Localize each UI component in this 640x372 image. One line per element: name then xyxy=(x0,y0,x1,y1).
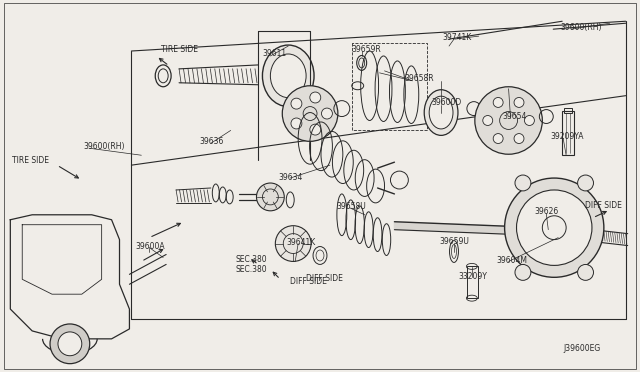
Text: DIFF SIDE: DIFF SIDE xyxy=(585,201,622,210)
Text: 39658R: 39658R xyxy=(404,74,434,83)
Circle shape xyxy=(58,332,82,356)
Text: 39741K: 39741K xyxy=(442,33,471,42)
Text: J39600EG: J39600EG xyxy=(563,344,600,353)
Circle shape xyxy=(514,97,524,108)
Ellipse shape xyxy=(313,247,327,264)
Circle shape xyxy=(291,118,302,129)
Text: DIFF SIDE: DIFF SIDE xyxy=(306,274,343,283)
Ellipse shape xyxy=(356,55,367,70)
Text: 39600A: 39600A xyxy=(136,242,165,251)
Text: TIRE SIDE: TIRE SIDE xyxy=(161,45,198,54)
Text: 39641K: 39641K xyxy=(286,238,316,247)
Text: 39636: 39636 xyxy=(199,137,223,146)
Text: 39600(RH): 39600(RH) xyxy=(560,23,602,32)
Polygon shape xyxy=(394,222,593,238)
Text: 39209YA: 39209YA xyxy=(550,132,584,141)
Circle shape xyxy=(504,178,604,277)
Circle shape xyxy=(515,175,531,191)
Text: SEC.380: SEC.380 xyxy=(236,265,268,274)
Ellipse shape xyxy=(424,90,458,135)
Circle shape xyxy=(50,324,90,364)
Circle shape xyxy=(516,190,592,265)
Text: 39659R: 39659R xyxy=(352,45,381,54)
Ellipse shape xyxy=(156,65,171,87)
Circle shape xyxy=(321,108,332,119)
Circle shape xyxy=(493,134,503,144)
Circle shape xyxy=(310,124,321,135)
Text: SEC.380: SEC.380 xyxy=(236,255,268,264)
Circle shape xyxy=(514,134,524,144)
Bar xyxy=(467,266,478,298)
Text: DIFF SIDE: DIFF SIDE xyxy=(290,277,326,286)
Circle shape xyxy=(578,264,593,280)
Ellipse shape xyxy=(262,45,314,107)
Ellipse shape xyxy=(429,96,453,129)
Circle shape xyxy=(291,98,302,109)
Text: 39626: 39626 xyxy=(534,207,559,216)
Circle shape xyxy=(493,97,503,108)
Text: 39600(RH): 39600(RH) xyxy=(84,142,125,151)
Text: 39654: 39654 xyxy=(502,112,527,121)
Circle shape xyxy=(310,92,321,103)
Ellipse shape xyxy=(270,54,306,98)
Circle shape xyxy=(275,226,311,262)
Circle shape xyxy=(483,116,493,125)
Text: 39634: 39634 xyxy=(278,173,303,182)
Circle shape xyxy=(257,183,284,211)
Circle shape xyxy=(475,87,542,154)
Bar xyxy=(564,108,572,113)
Text: 39658U: 39658U xyxy=(337,202,367,211)
Text: 39604M: 39604M xyxy=(497,256,527,265)
Circle shape xyxy=(524,116,534,125)
Circle shape xyxy=(515,264,531,280)
Circle shape xyxy=(578,175,593,191)
Text: 39659U: 39659U xyxy=(439,237,469,246)
Text: TIRE SIDE: TIRE SIDE xyxy=(12,156,49,165)
Text: 33209Y: 33209Y xyxy=(458,272,487,281)
Circle shape xyxy=(282,86,338,141)
Text: 39611: 39611 xyxy=(262,48,287,58)
Text: 39600D: 39600D xyxy=(431,98,461,107)
Bar xyxy=(562,110,574,155)
